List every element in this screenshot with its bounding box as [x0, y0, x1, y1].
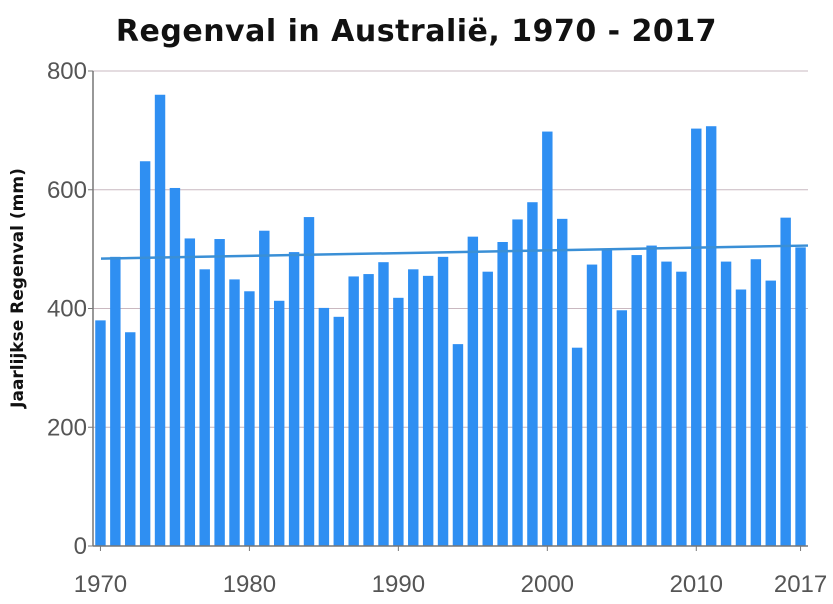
bar-2005 [616, 310, 628, 546]
bar-1975 [169, 187, 181, 546]
bar-2017 [795, 247, 806, 546]
x-tick-label-1990: 1990 [372, 571, 425, 598]
bar-2008 [661, 261, 672, 546]
x-tick-label-1980: 1980 [223, 571, 276, 598]
bar-2009 [676, 271, 687, 546]
y-tick-label-400: 400 [47, 296, 87, 323]
bar-1980 [244, 291, 255, 546]
bar-1987 [348, 276, 359, 546]
axes: 0 200 400 600 800 1970 1980 1990 2000 2010 2017 [47, 58, 827, 598]
x-tick-label-2000: 2000 [521, 571, 574, 598]
bar-1972 [125, 332, 136, 546]
trend-line [100, 244, 809, 260]
bar-2012 [720, 261, 732, 546]
bar-1971 [110, 256, 121, 546]
bar-1994 [452, 344, 464, 546]
bar-1985 [318, 307, 330, 546]
bar-1993 [437, 256, 449, 546]
bar-2007 [646, 245, 657, 546]
y-tick-label-800: 800 [47, 58, 87, 85]
bar-2001 [557, 218, 568, 546]
bars [95, 94, 806, 546]
bar-2013 [735, 289, 747, 546]
bar-1981 [259, 230, 270, 546]
x-tick-label-1970: 1970 [74, 571, 127, 598]
bar-2006 [631, 255, 642, 546]
bar-1992 [422, 275, 434, 546]
bar-1983 [288, 252, 300, 546]
grid-lines [93, 70, 808, 428]
bar-2014 [750, 259, 762, 546]
bar-2002 [571, 347, 583, 546]
bar-1995 [467, 236, 479, 546]
bar-2011 [705, 126, 717, 546]
chart-title: Regenval in Australië, 1970 - 2017 [115, 14, 718, 49]
y-tick-label-600: 600 [47, 177, 87, 204]
bar-1979 [229, 279, 240, 546]
bar-2000 [542, 131, 553, 546]
bar-1988 [363, 274, 374, 546]
y-axis-label: Jaarlijkse Regenval (mm) [8, 168, 28, 409]
trend-line-path [100, 244, 809, 260]
y-tick-label-0: 0 [74, 533, 87, 560]
bar-1982 [273, 300, 285, 546]
bar-1991 [408, 269, 419, 546]
bar-1998 [512, 219, 523, 546]
bar-1989 [378, 262, 389, 546]
bar-1976 [184, 238, 196, 546]
bar-2004 [601, 249, 613, 546]
bar-1977 [199, 269, 210, 546]
bar-1999 [527, 202, 538, 546]
bar-2010 [691, 128, 702, 546]
bar-1997 [497, 242, 508, 546]
bar-2016 [780, 217, 791, 546]
bar-1978 [214, 239, 225, 546]
bar-1990 [393, 297, 404, 546]
bar-1974 [154, 94, 166, 546]
bar-2015 [765, 280, 776, 546]
x-tick-label-2017: 2017 [774, 571, 827, 598]
bar-1970 [95, 320, 106, 546]
bar-1984 [303, 217, 315, 546]
x-tick-label-2010: 2010 [670, 571, 723, 598]
bar-1996 [482, 271, 493, 546]
y-tick-label-200: 200 [47, 414, 87, 441]
bar-1986 [333, 316, 344, 546]
bar-1973 [139, 161, 151, 546]
bar-2003 [586, 264, 598, 546]
